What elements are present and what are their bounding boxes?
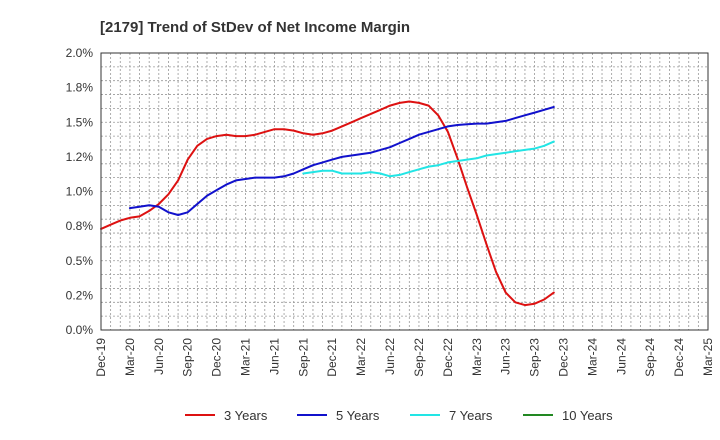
x-tick-label: Mar-25	[701, 338, 715, 376]
x-tick-label: Sep-20	[181, 338, 195, 377]
y-tick-label: 1.0%	[66, 185, 94, 199]
y-tick-label: 0.5%	[66, 254, 94, 268]
x-tick-label: Jun-20	[152, 338, 166, 375]
x-tick-label: Jun-23	[499, 338, 513, 375]
x-tick-label: Dec-21	[325, 338, 339, 377]
x-tick-label: Sep-22	[412, 338, 426, 377]
legend: 3 Years 5 Years 7 Years 10 Years	[185, 408, 613, 423]
legend-label: 3 Years	[224, 408, 268, 423]
series-lines	[100, 100, 555, 307]
x-tick-label: Dec-19	[94, 338, 108, 377]
series-line-7-years	[302, 140, 555, 178]
x-tick-label: Dec-24	[672, 338, 686, 377]
legend-label: 7 Years	[449, 408, 493, 423]
x-axis-ticks: Dec-19 Mar-20 Jun-20 Sep-20 Dec-20 Mar-21 Jun-…	[94, 338, 715, 377]
x-tick-label: Mar-20	[123, 338, 137, 376]
y-tick-label: 2.0%	[66, 46, 94, 60]
x-tick-label: Mar-23	[470, 338, 484, 376]
x-tick-label: Mar-24	[585, 338, 599, 376]
x-tick-label: Jun-24	[614, 338, 628, 375]
y-axis-ticks: 0.0% 0.2% 0.5% 0.8% 1.0% 1.2% 1.5% 1.8% 2.0%	[66, 46, 94, 337]
y-tick-label: 0.0%	[66, 323, 94, 337]
y-tick-label: 0.2%	[66, 288, 94, 302]
legend-label: 10 Years	[562, 408, 613, 423]
series-line-5-years	[128, 106, 555, 216]
x-tick-label: Mar-21	[239, 338, 253, 376]
x-tick-label: Dec-20	[210, 338, 224, 377]
legend-label: 5 Years	[336, 408, 380, 423]
x-tick-label: Dec-23	[556, 338, 570, 377]
y-tick-label: 0.8%	[66, 219, 94, 233]
plot-frame	[100, 52, 709, 331]
x-tick-label: Sep-21	[296, 338, 310, 377]
x-tick-label: Sep-24	[643, 338, 657, 377]
y-tick-label: 1.8%	[66, 81, 94, 95]
x-tick-label: Jun-22	[383, 338, 397, 375]
y-tick-label: 1.2%	[66, 150, 94, 164]
x-tick-label: Dec-22	[441, 338, 455, 377]
chart-title: [2179] Trend of StDev of Net Income Marg…	[100, 19, 410, 36]
series-line-3-years	[100, 100, 555, 307]
y-tick-label: 1.5%	[66, 115, 94, 129]
plot-grid	[101, 53, 708, 330]
x-tick-label: Mar-22	[354, 338, 368, 376]
x-tick-label: Jun-21	[267, 338, 281, 375]
x-tick-label: Sep-23	[528, 338, 542, 377]
